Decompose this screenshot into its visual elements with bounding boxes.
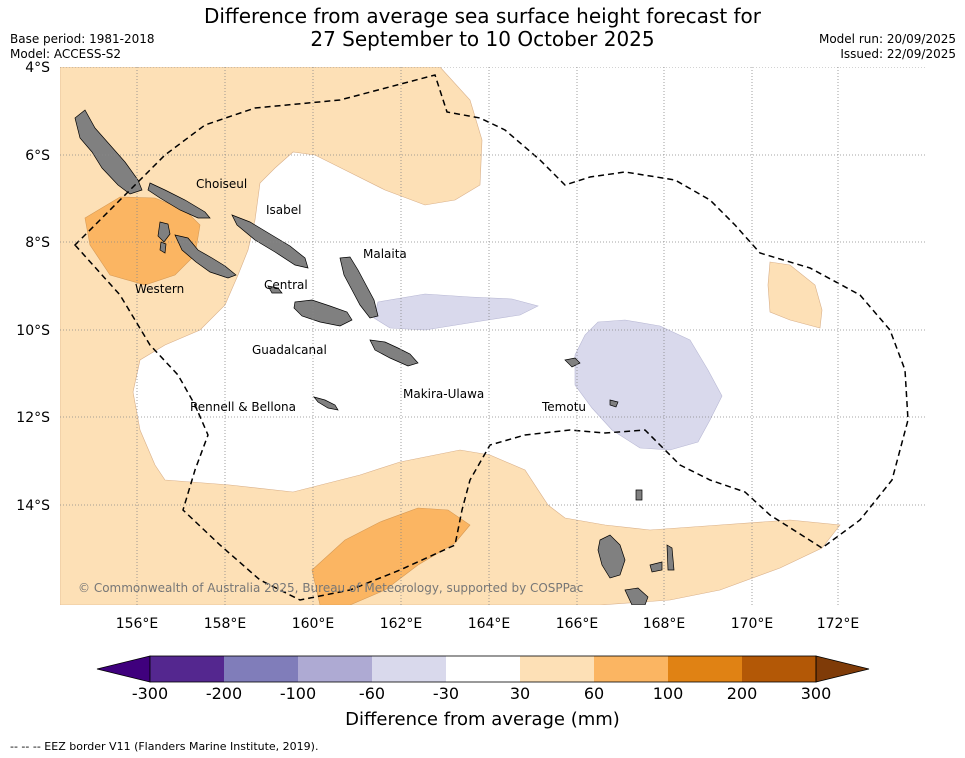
region-labels: Choiseul Isabel Malaita Western Central …	[135, 177, 586, 414]
graticule	[60, 67, 926, 605]
lon-label-166e: 166°E	[556, 616, 599, 632]
colorbar-tick: -200	[205, 684, 243, 703]
new-georgia-group	[174, 234, 237, 279]
latitude-labels: 4°S 6°S 8°S 10°S 12°S 14°S	[16, 60, 50, 514]
colorbar-segment-4	[372, 656, 446, 682]
model-run: Model run: 20/09/2025	[818, 32, 956, 46]
malekula-island	[624, 587, 649, 605]
rennell-island	[313, 396, 339, 411]
isabel-island	[231, 214, 309, 269]
malaita-island	[339, 256, 379, 319]
anomaly-30-60-east	[767, 261, 823, 329]
label-malaita: Malaita	[363, 247, 407, 261]
colorbar-outline	[149, 655, 817, 683]
vella-lavella-island	[157, 221, 171, 243]
eez-legend-note: -- -- -- EEZ border V11 (Flanders Marine…	[10, 740, 319, 753]
russell-islands	[267, 285, 283, 294]
land-masses	[74, 109, 675, 605]
espiritu-santo-island	[597, 534, 626, 579]
colorbar-segment-3	[298, 656, 372, 682]
lon-label-162e: 162°E	[380, 616, 423, 632]
map-canvas: Choiseul Isabel Malaita Western Central …	[16, 60, 926, 683]
lon-label-158e: 158°E	[204, 616, 247, 632]
label-western: Western	[135, 282, 184, 296]
pentecost-island	[666, 544, 675, 571]
colorbar-segment-2	[224, 656, 298, 682]
base-period: Base period: 1981-2018	[10, 32, 155, 46]
lon-label-156e: 156°E	[116, 616, 159, 632]
colorbar-tick: -60	[358, 684, 386, 703]
label-central: Central	[264, 278, 308, 292]
colorbar-tick-labels: -300 -200 -100 -60 -30 30 60 100 200 300	[0, 684, 965, 706]
lat-label-14s: 14°S	[16, 498, 50, 514]
colorbar-tick: -30	[432, 684, 460, 703]
lon-label-164e: 164°E	[468, 616, 511, 632]
lon-label-172e: 172°E	[817, 616, 860, 632]
map-title-line1: Difference from average sea surface heig…	[203, 4, 762, 28]
colorbar	[96, 655, 870, 683]
lon-label-170e: 170°E	[731, 616, 774, 632]
choiseul-island	[147, 182, 211, 219]
anomaly-30-60-north	[60, 67, 841, 605]
longitude-labels: 156°E 158°E 160°E 162°E 164°E 166°E 168°…	[116, 616, 860, 632]
colorbar-segment-6	[520, 656, 594, 682]
ambae-island	[649, 561, 663, 573]
colorbar-arrow-high	[815, 655, 870, 683]
label-temotu: Temotu	[541, 400, 586, 414]
colorbar-title: Difference from average (mm)	[345, 709, 620, 730]
colorbar-segment-9	[742, 656, 816, 682]
model-name: Model: ACCESS-S2	[10, 47, 122, 61]
anomaly-neg-60-30-east	[574, 319, 723, 451]
makira-island	[369, 339, 419, 367]
label-isabel: Isabel	[266, 203, 301, 217]
lat-label-8s: 8°S	[25, 235, 50, 251]
colorbar-segment-8	[668, 656, 742, 682]
map-frame: Choiseul Isabel Malaita Western Central …	[60, 67, 926, 605]
colorbar-segment-7	[594, 656, 668, 682]
anomaly-neg-60-30-central	[373, 293, 539, 331]
colorbar-tick: 200	[726, 684, 758, 703]
label-choiseul: Choiseul	[196, 177, 247, 191]
issued-date: Issued: 22/09/2025	[840, 47, 956, 61]
run-info: Model run: 20/09/2025 Issued: 22/09/2025	[819, 32, 956, 62]
lon-label-168e: 168°E	[643, 616, 686, 632]
lon-label-160e: 160°E	[292, 616, 335, 632]
colorbar-tick: -300	[131, 684, 169, 703]
ranongga-island	[159, 241, 167, 254]
label-makira-ulawa: Makira-Ulawa	[403, 387, 484, 401]
vanikoro-island	[609, 399, 619, 408]
colorbar-arrow-low	[96, 655, 151, 683]
lat-label-4s: 4°S	[25, 60, 50, 76]
colorbar-segment-5	[446, 656, 520, 682]
lat-label-10s: 10°S	[16, 323, 50, 339]
anomaly-60-100-south	[311, 507, 471, 605]
colorbar-tick: 60	[583, 684, 605, 703]
santa-cruz-ndeni	[564, 357, 581, 368]
colorbar-tick: 300	[800, 684, 832, 703]
colorbar-segment-1	[150, 656, 224, 682]
colorbar-tick: -100	[279, 684, 317, 703]
map-title-line2: 27 September to 10 October 2025	[310, 27, 655, 51]
colorbar-tick: 100	[652, 684, 684, 703]
eez-border	[73, 74, 909, 601]
bougainville-island	[74, 109, 143, 195]
model-info: Base period: 1981-2018 Model: ACCESS-S2	[10, 32, 155, 62]
label-rennell-bellona: Rennell & Bellona	[190, 400, 296, 414]
guadalcanal-island	[293, 299, 353, 327]
lat-label-6s: 6°S	[25, 148, 50, 164]
copyright-notice: © Commonwealth of Australia 2025, Bureau…	[78, 581, 583, 595]
colorbar-tick: 30	[509, 684, 531, 703]
lat-label-12s: 12°S	[16, 410, 50, 426]
label-guadalcanal: Guadalcanal	[252, 343, 327, 357]
torres-islands	[635, 489, 643, 501]
